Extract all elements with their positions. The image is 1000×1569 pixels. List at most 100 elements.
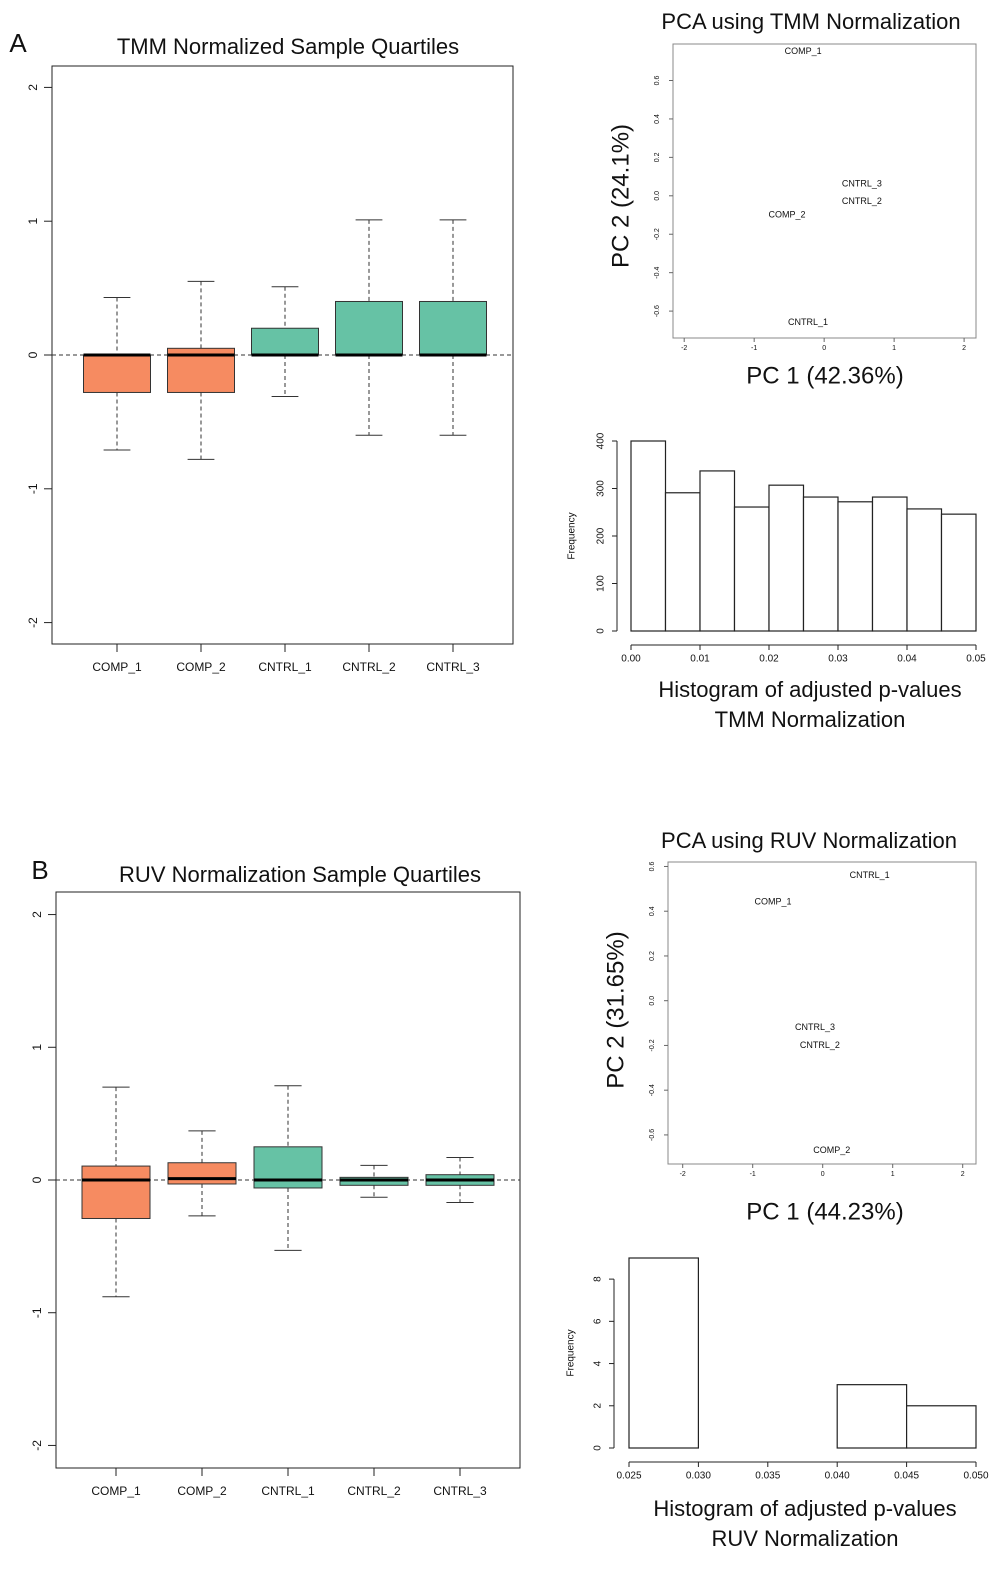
x-tick-label: -1	[750, 1171, 756, 1178]
y-tick-label: -1	[30, 1307, 44, 1318]
box	[81, 1165, 151, 1219]
x-tick-label: 0.025	[616, 1471, 641, 1482]
y-tick-label: 0	[26, 351, 40, 358]
y-tick-label: 1	[26, 218, 40, 225]
chart-subtitle: TMM Normalization	[715, 707, 906, 732]
chart-title: PCA using TMM Normalization	[661, 9, 960, 34]
x-tick-label: -2	[681, 345, 687, 352]
chart-title: RUV Normalization Sample Quartiles	[119, 862, 481, 887]
x-tick-label: 0.03	[828, 654, 848, 665]
x-tick-label: 0.050	[963, 1471, 988, 1482]
point-label: COMP_2	[769, 209, 806, 219]
histogram-bar	[664, 492, 701, 632]
x-tick-label: 0.01	[690, 654, 710, 665]
y-tick-label: 0.2	[649, 951, 656, 961]
chart-subtitle: RUV Normalization	[711, 1526, 898, 1551]
point-label: CNTRL_1	[850, 870, 890, 880]
chart-title: PCA using RUV Normalization	[661, 828, 957, 853]
box	[419, 300, 487, 356]
y-tick-label: 0	[593, 1445, 604, 1451]
x-tick-label: COMP_2	[176, 660, 226, 674]
y-axis-label: Frequency	[566, 1329, 577, 1376]
plot-frame	[667, 861, 977, 1165]
box	[167, 1162, 237, 1185]
histogram-bar	[940, 513, 977, 632]
y-tick-label: -0.6	[654, 305, 661, 317]
point-label: CNTRL_1	[788, 317, 828, 327]
x-tick-label: -2	[680, 1171, 686, 1178]
x-tick-label: 1	[891, 1171, 895, 1178]
point-label: COMP_1	[754, 897, 791, 907]
y-tick-label: 100	[596, 575, 607, 592]
x-axis-label: PC 1 (44.23%)	[746, 1198, 903, 1225]
histogram-bar	[906, 508, 943, 632]
y-tick-label: -0.4	[654, 267, 661, 279]
x-axis-label: PC 1 (42.36%)	[746, 362, 903, 389]
y-axis-label: PC 2 (31.65%)	[602, 931, 629, 1088]
x-tick-label: 0	[822, 345, 826, 352]
point-label: CNTRL_3	[842, 179, 882, 189]
box	[335, 300, 403, 356]
y-tick-label: 2	[593, 1403, 604, 1409]
point-label: COMP_2	[813, 1145, 850, 1155]
y-tick-label: -0.4	[649, 1084, 656, 1096]
y-tick-label: -1	[26, 483, 40, 494]
histogram-bar	[628, 1257, 700, 1449]
y-tick-label: 0	[30, 1176, 44, 1183]
x-tick-label: COMP_2	[177, 1484, 227, 1498]
y-tick-label: 200	[596, 527, 607, 544]
plot-frame	[672, 43, 977, 339]
panel-label: A	[9, 28, 27, 58]
y-tick-label: 2	[30, 911, 44, 918]
y-axis-label: Frequency	[567, 512, 578, 559]
x-tick-label: COMP_1	[92, 660, 142, 674]
y-tick-label: 0.4	[654, 114, 661, 124]
x-tick-label: 2	[961, 1171, 965, 1178]
x-tick-label: 0.035	[755, 1471, 780, 1482]
y-tick-label: 0.2	[654, 152, 661, 162]
panel-label: B	[31, 855, 48, 885]
y-tick-label: 8	[593, 1276, 604, 1282]
y-tick-label: -0.6	[649, 1129, 656, 1141]
y-tick-label: 0	[596, 628, 607, 634]
x-tick-label: 1	[892, 345, 896, 352]
x-tick-label: 0.030	[686, 1471, 711, 1482]
y-tick-label: -2	[30, 1440, 44, 1451]
y-tick-label: 400	[596, 432, 607, 449]
x-tick-label: COMP_1	[91, 1484, 141, 1498]
x-tick-label: CNTRL_3	[426, 660, 480, 674]
y-tick-label: 6	[593, 1318, 604, 1324]
y-axis-label: PC 2 (24.1%)	[607, 124, 634, 268]
box	[83, 354, 151, 393]
y-tick-label: 4	[593, 1360, 604, 1366]
x-tick-label: 0.04	[897, 654, 917, 665]
x-tick-label: 0.02	[759, 654, 779, 665]
histogram-bar	[733, 506, 770, 632]
chart-title: Histogram of adjusted p-values	[658, 677, 961, 702]
y-tick-label: 0.4	[649, 906, 656, 916]
box	[251, 327, 319, 356]
y-tick-label: 1	[30, 1044, 44, 1051]
x-tick-label: 0.00	[621, 654, 641, 665]
chart-title: Histogram of adjusted p-values	[653, 1496, 956, 1521]
x-tick-label: CNTRL_3	[433, 1484, 487, 1498]
histogram-bar	[768, 484, 805, 632]
point-label: COMP_1	[785, 46, 822, 56]
y-tick-label: 300	[596, 480, 607, 497]
y-tick-label: 2	[26, 84, 40, 91]
x-tick-label: 0.05	[966, 654, 986, 665]
histogram-bar	[630, 440, 667, 632]
histogram-bar	[837, 501, 874, 632]
point-label: CNTRL_2	[800, 1040, 840, 1050]
point-label: CNTRL_2	[842, 196, 882, 206]
x-tick-label: CNTRL_1	[261, 1484, 315, 1498]
histogram-bar	[836, 1384, 908, 1449]
box	[253, 1146, 323, 1189]
histogram-bar	[871, 496, 908, 632]
y-tick-label: -0.2	[654, 228, 661, 240]
point-label: CNTRL_3	[795, 1022, 835, 1032]
x-tick-label: 2	[962, 345, 966, 352]
x-tick-label: 0.045	[894, 1471, 919, 1482]
histogram-bar	[802, 496, 839, 632]
